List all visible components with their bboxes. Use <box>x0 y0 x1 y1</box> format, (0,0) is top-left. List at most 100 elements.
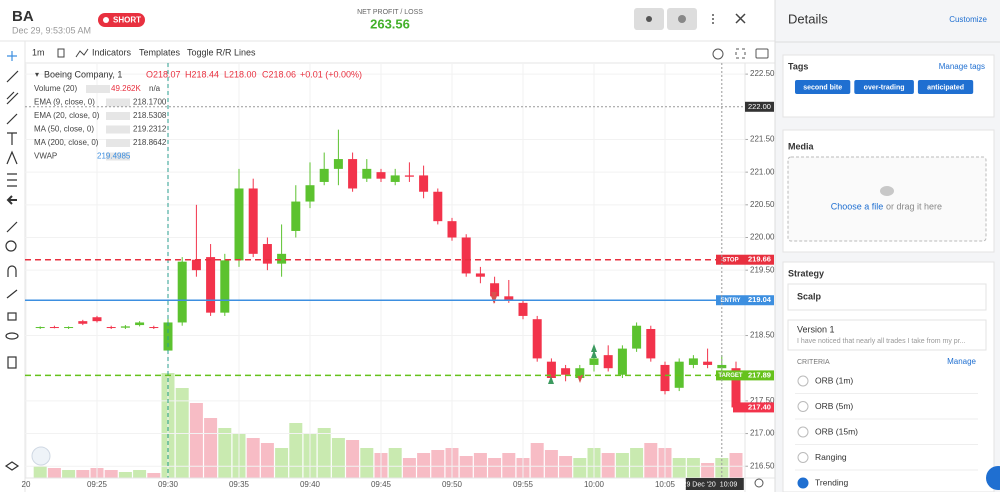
y-tick-label: 217.50 <box>750 396 775 405</box>
indicator-controls[interactable] <box>106 152 130 161</box>
last-price-box <box>733 402 774 413</box>
fullscreen-icon[interactable] <box>735 48 746 59</box>
volume-bar <box>204 418 218 478</box>
toolbar-button[interactable]: Indicators <box>92 47 132 57</box>
settings-icon[interactable] <box>712 48 724 60</box>
indicator-name: MA (50, close, 0) <box>34 125 94 134</box>
toolbar-button[interactable]: Templates <box>139 47 181 57</box>
x-tick-label: 09:55 <box>513 480 534 489</box>
legend-change: +0.01 (+0.00%) <box>300 69 362 79</box>
tag[interactable] <box>854 80 914 94</box>
candle-body <box>220 260 230 313</box>
criteria-radio[interactable] <box>797 452 809 463</box>
indicator-controls[interactable] <box>106 139 130 147</box>
cloud-button[interactable] <box>31 446 51 466</box>
volume-bar <box>701 463 715 478</box>
candle-body <box>603 355 613 369</box>
candle-body <box>319 168 329 182</box>
x-tick-label: 09:25 <box>87 480 108 489</box>
chart-type-icon[interactable] <box>57 48 65 58</box>
level-tag <box>716 254 745 265</box>
drawing-tools[interactable] <box>4 51 20 471</box>
indicator-controls[interactable] <box>86 85 110 93</box>
candle-body <box>632 325 642 349</box>
customize-link[interactable]: Customize <box>949 15 987 24</box>
candle-body <box>433 191 443 222</box>
indicator-extra: n/a <box>149 84 161 93</box>
level-tag <box>716 370 745 381</box>
crosshair-time-box <box>685 478 744 490</box>
more-button[interactable] <box>712 14 714 24</box>
x-tick-label: 09:40 <box>300 480 321 489</box>
volume-bar <box>175 388 189 478</box>
candle-body <box>419 175 429 192</box>
indicator-controls[interactable] <box>106 98 130 107</box>
volume-bar <box>573 458 587 478</box>
criteria-radio[interactable] <box>797 477 809 489</box>
indicator-controls[interactable] <box>106 112 130 120</box>
candle-body <box>575 368 585 379</box>
criteria-label: ORB (5m) <box>815 401 853 411</box>
volume-bar <box>388 448 402 478</box>
volume-bar <box>544 450 558 478</box>
volume-bar <box>601 453 615 478</box>
legend-close: C218.06 <box>262 69 296 79</box>
volume-bar <box>47 468 61 478</box>
close-button[interactable] <box>735 13 746 24</box>
volume-bar <box>317 428 331 478</box>
candle-body <box>120 326 130 328</box>
crosshair-date: 29 Dec '20 <box>683 481 716 488</box>
criteria-radio[interactable] <box>797 375 809 387</box>
level-price: 219.04 <box>748 295 772 304</box>
indicator-name: EMA (9, close, 0) <box>34 98 95 107</box>
manage-tags-link[interactable]: Manage tags <box>939 62 985 71</box>
dropzone[interactable] <box>787 156 987 242</box>
camera-icon[interactable] <box>755 48 769 59</box>
criteria-radio[interactable] <box>797 401 809 412</box>
legend-title: Boeing Company, 1 <box>44 69 122 79</box>
candle-body <box>447 221 457 238</box>
candle-body <box>617 348 627 375</box>
candle-body <box>106 327 116 329</box>
pnl-label: NET PROFIT / LOSS <box>357 9 423 16</box>
indicator-value: 218.8642 <box>133 138 167 147</box>
volume-bar <box>346 440 360 478</box>
legend-open: O218.07 <box>146 69 181 79</box>
interval[interactable]: 1m <box>32 47 45 57</box>
indicator-controls[interactable] <box>106 125 130 134</box>
manage-criteria-link[interactable]: Manage <box>947 357 976 366</box>
legend-toggle[interactable]: ▾ <box>35 70 39 79</box>
volume-bar <box>104 470 118 478</box>
candle-body <box>376 172 386 179</box>
version-select[interactable] <box>787 319 987 351</box>
x-tick-label: 09:35 <box>229 480 250 489</box>
y-tick-label: 220.00 <box>750 233 775 242</box>
crosshair-price-box <box>745 101 774 112</box>
side-icon <box>103 17 109 23</box>
candle-body <box>277 253 287 264</box>
toolbar-button[interactable]: Toggle R/R Lines <box>187 47 256 57</box>
strategy-select[interactable] <box>787 283 987 311</box>
tag-label: over-trading <box>864 84 905 91</box>
tag[interactable] <box>795 80 851 94</box>
legend-high: H218.44 <box>185 69 219 79</box>
axis-settings[interactable] <box>754 478 764 488</box>
candle-body <box>646 328 656 359</box>
choose-file-link[interactable]: Choose a file <box>831 201 884 211</box>
candle-body <box>717 364 727 369</box>
candle-body <box>688 358 698 365</box>
x-tick-label: 10:00 <box>584 480 605 489</box>
tag-list: second bite over-trading anticipated <box>795 80 974 94</box>
criteria-radio[interactable] <box>797 426 809 438</box>
indicator-value: 49.262K <box>111 84 141 93</box>
volume-bar <box>360 448 374 478</box>
y-tick-label: 221.00 <box>750 167 775 176</box>
indicator-name: EMA (20, close, 0) <box>34 111 100 120</box>
candle-body <box>731 368 741 408</box>
tag[interactable] <box>917 80 974 94</box>
volume-bar <box>275 448 289 478</box>
media-title: Media <box>788 141 815 151</box>
indicator-name: VWAP <box>34 152 57 161</box>
chat-button[interactable] <box>986 466 1000 490</box>
